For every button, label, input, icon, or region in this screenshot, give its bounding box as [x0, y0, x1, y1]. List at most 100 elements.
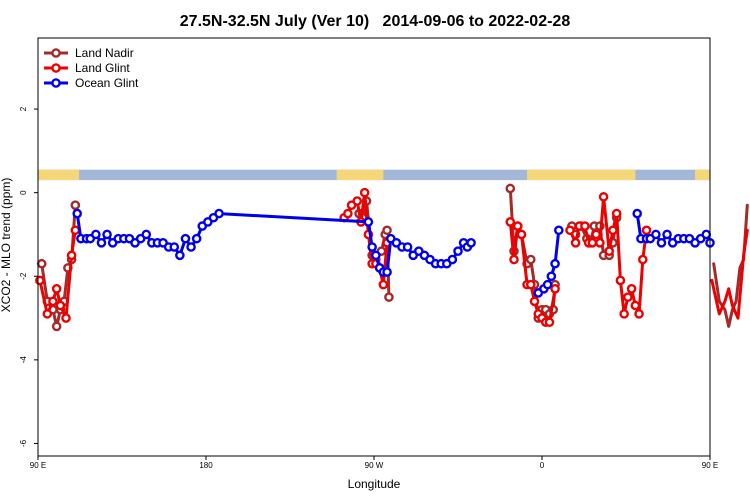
- data-point: [378, 279, 389, 290]
- series-layer: [35, 183, 749, 332]
- data-point: [55, 300, 66, 311]
- data-point: [542, 279, 553, 290]
- data-point: [634, 309, 644, 319]
- data-point: [565, 225, 575, 236]
- data-point: [352, 196, 363, 206]
- legend-marker: [51, 63, 61, 73]
- data-point: [343, 208, 353, 219]
- data-point: [550, 283, 560, 294]
- data-point: [42, 309, 53, 319]
- land-band-1: [336, 169, 384, 181]
- data-point: [598, 192, 609, 202]
- data-point: [36, 258, 47, 269]
- series-ocean-glint: [72, 208, 715, 298]
- data-point: [626, 283, 637, 294]
- data-point: [550, 258, 560, 269]
- data-point: [615, 275, 626, 286]
- data-point: [512, 221, 523, 231]
- data-point: [70, 200, 81, 210]
- data-point: [382, 225, 392, 236]
- data-point: [447, 254, 458, 265]
- y-tick-label: 2: [19, 106, 28, 111]
- data-point: [529, 296, 540, 307]
- data-point: [96, 238, 107, 248]
- series-land-glint: [35, 187, 749, 328]
- data-point: [48, 296, 58, 307]
- y-axis-label: XCO2 - MLO trend (ppm): [0, 178, 13, 313]
- data-point: [587, 238, 598, 248]
- data-point: [608, 225, 618, 236]
- data-point: [662, 229, 672, 240]
- data-point: [505, 183, 516, 194]
- data-point: [363, 217, 374, 227]
- data-point: [630, 300, 641, 311]
- x-tick-label: 0: [540, 461, 545, 470]
- data-point: [580, 221, 590, 231]
- data-point: [611, 208, 622, 219]
- y-tick-label: 0: [19, 190, 28, 195]
- data-point: [509, 254, 519, 265]
- data-point: [402, 242, 413, 252]
- land-band-0: [38, 169, 80, 181]
- data-point: [544, 317, 555, 328]
- x-tick-label: 180: [199, 461, 213, 470]
- data-point: [623, 292, 633, 302]
- data-point: [516, 229, 527, 240]
- data-point: [51, 321, 62, 332]
- data-point: [619, 309, 629, 319]
- data-point: [191, 233, 202, 244]
- data-point: [61, 313, 71, 323]
- data-point: [51, 283, 62, 294]
- data-point: [641, 225, 652, 236]
- data-point: [180, 233, 191, 244]
- x-tick-label: 90 W: [365, 461, 384, 470]
- data-point: [701, 229, 712, 240]
- x-tick-label: 90 E: [702, 461, 718, 470]
- data-point: [638, 254, 648, 265]
- y-axis: -6 -4 -2 0 2: [19, 106, 38, 447]
- data-point: [526, 254, 536, 265]
- land-band-3: [695, 169, 710, 181]
- chart-title: 27.5N-32.5N July (Ver 10) 2014-09-06 to …: [180, 13, 571, 30]
- x-axis-label: Longitude: [348, 477, 401, 491]
- land-band-2: [527, 169, 636, 181]
- data-point: [141, 229, 152, 240]
- y-tick-label: -4: [19, 356, 28, 364]
- data-point: [591, 229, 601, 240]
- y-tick-label: -6: [19, 439, 28, 447]
- series-line-1-4: [710, 228, 749, 320]
- data-point: [453, 246, 463, 256]
- legend-label: Ocean Glint: [75, 76, 139, 90]
- data-point: [595, 238, 605, 248]
- y-tick-label: -2: [19, 272, 28, 280]
- data-point: [651, 229, 661, 240]
- data-point: [526, 279, 536, 290]
- legend-marker: [51, 48, 61, 58]
- data-point: [35, 275, 45, 286]
- data-point: [466, 238, 476, 248]
- legend-marker: [51, 78, 61, 88]
- data-point: [371, 250, 381, 261]
- data-point: [102, 229, 112, 240]
- x-axis: 90 E 180 90 W 0 90 E: [30, 456, 718, 470]
- data-point: [66, 250, 77, 261]
- data-point: [214, 208, 224, 219]
- data-point: [169, 242, 180, 252]
- legend-label: Land Nadir: [75, 46, 134, 60]
- legend-label: Land Glint: [75, 61, 130, 75]
- data-point: [359, 187, 370, 198]
- data-point: [604, 246, 615, 256]
- data-point: [91, 229, 101, 240]
- data-point: [384, 292, 394, 302]
- data-point: [367, 242, 377, 252]
- x-tick-label: 90 E: [30, 461, 46, 470]
- data-point: [505, 217, 516, 227]
- landmask-strip: [38, 169, 710, 181]
- data-point: [554, 225, 564, 236]
- data-point: [570, 238, 581, 248]
- data-point: [382, 267, 392, 277]
- data-point: [546, 271, 557, 282]
